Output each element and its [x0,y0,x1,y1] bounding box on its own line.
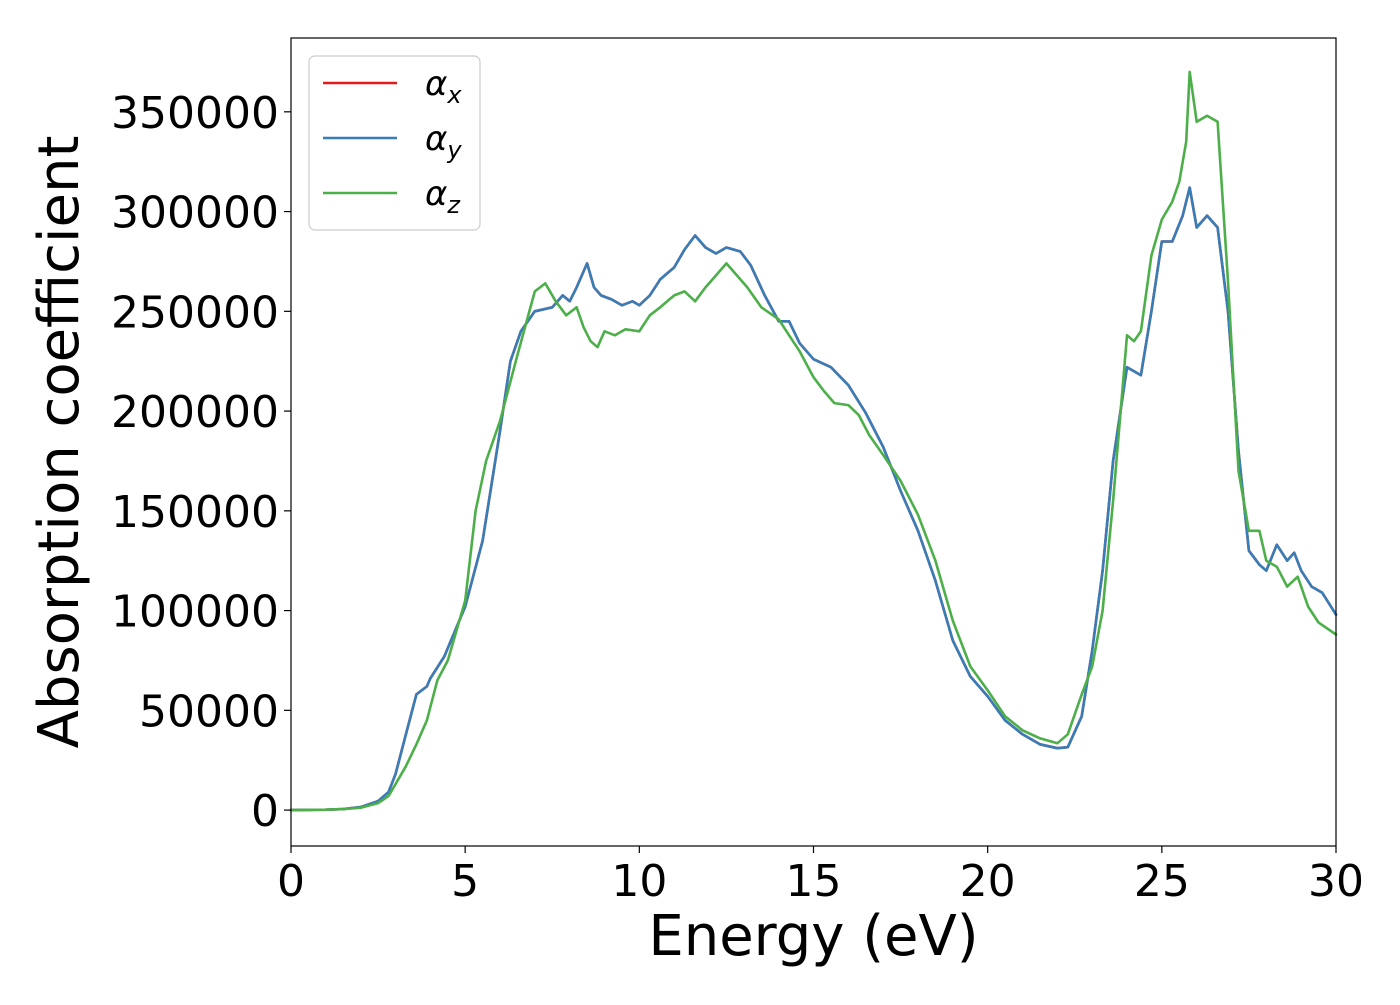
y-axis: 0 50000 100000 150000 200000 250000 300000 3500… [111,88,291,837]
x-tick-label: 30 [1308,856,1364,907]
legend-label-y: αy [425,119,462,164]
x-tick-label: 0 [277,856,305,907]
x-axis: 0 5 10 15 20 25 30 [277,846,1364,907]
legend-label-x: αx [425,64,462,109]
x-tick-label: 10 [611,856,667,907]
y-tick-label: 250000 [111,287,279,338]
legend-label-z: αz [425,174,461,219]
y-tick-label: 100000 [111,587,279,638]
x-tick-label: 25 [1134,856,1190,907]
y-tick-label: 150000 [111,487,279,538]
y-tick-label: 350000 [111,88,279,139]
legend: αx αy αz [308,55,481,231]
y-axis-label: Absorption coefficient [27,136,92,749]
plot-lines [289,70,1338,812]
x-tick-label: 15 [786,856,842,907]
x-tick-label: 20 [960,856,1016,907]
y-tick-label: 200000 [111,387,279,438]
y-tick-label: 300000 [111,188,279,239]
series-line-z [289,70,1338,812]
x-axis-label: Energy (eV) [648,904,978,969]
legend-box [308,55,481,231]
y-tick-label: 0 [251,786,279,837]
x-tick-label: 5 [451,856,479,907]
y-tick-label: 50000 [139,686,279,737]
